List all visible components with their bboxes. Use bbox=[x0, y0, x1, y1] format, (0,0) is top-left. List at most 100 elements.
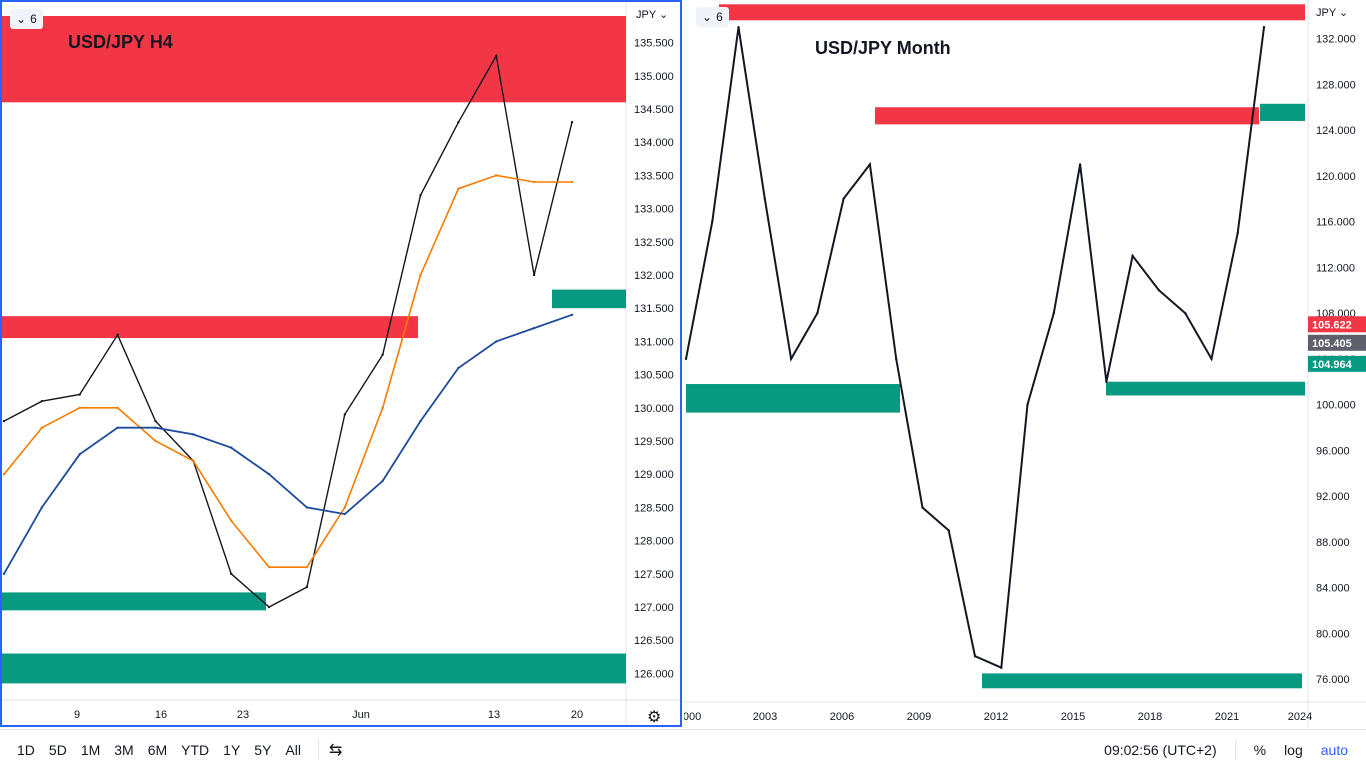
data-point bbox=[192, 459, 195, 463]
indicator-count-badge[interactable]: ⌄ 6 bbox=[10, 9, 43, 29]
data-point bbox=[457, 187, 460, 190]
series-line-1 bbox=[3, 174, 572, 568]
chart-pane-month[interactable]: 76.000 80.000 84.000 88.000 92.000 96.000 100.… bbox=[684, 0, 1366, 727]
timeframe-ytd[interactable]: YTD bbox=[181, 741, 210, 758]
data-point bbox=[2, 572, 6, 576]
date-range-icon[interactable]: ⇆ bbox=[328, 741, 343, 759]
data-point bbox=[532, 273, 536, 277]
timeframe-1d[interactable]: 1D bbox=[17, 741, 35, 758]
support-zone bbox=[552, 289, 626, 309]
x-tick-label: 16 bbox=[155, 709, 167, 721]
data-point bbox=[1210, 357, 1213, 361]
indicator-count-badge[interactable]: ⌄ 6 bbox=[696, 7, 729, 27]
data-point bbox=[495, 54, 498, 58]
data-point bbox=[2, 419, 6, 423]
data-point bbox=[78, 406, 81, 410]
price-tag bbox=[1308, 355, 1366, 372]
data-point bbox=[1236, 231, 1239, 235]
divider bbox=[317, 739, 319, 760]
data-point bbox=[457, 121, 460, 124]
y-tick-label: 130.000 bbox=[634, 403, 674, 415]
x-tick-label: 2012 bbox=[984, 711, 1008, 723]
support-zone bbox=[2, 653, 626, 684]
y-tick-label: 129.500 bbox=[634, 436, 674, 448]
y-tick-label: 100.000 bbox=[1316, 400, 1356, 412]
data-point bbox=[1262, 25, 1266, 29]
data-point bbox=[40, 506, 44, 509]
resistance-zone bbox=[2, 316, 418, 339]
currency-dropdown[interactable]: JPY ⌄ bbox=[636, 8, 668, 21]
x-tick-label: 2021 bbox=[1215, 711, 1239, 723]
data-point bbox=[343, 512, 346, 516]
y-tick-label: 135.500 bbox=[634, 38, 674, 50]
data-point bbox=[116, 406, 119, 410]
support-zone bbox=[982, 673, 1302, 689]
chart-h4-canvas[interactable]: 126.000 126.500 127.000 127.500 128.000 128.5… bbox=[2, 2, 680, 725]
resistance-zone bbox=[2, 16, 626, 103]
toolbar-right: 09:02:56 (UTC+2) % log auto bbox=[1104, 739, 1366, 760]
currency-dropdown[interactable]: JPY ⌄ bbox=[1316, 6, 1348, 19]
y-tick-label: 128.000 bbox=[634, 536, 674, 548]
data-point bbox=[532, 326, 536, 330]
x-tick-label: 2024 bbox=[1288, 711, 1312, 723]
chart-pane-h4[interactable]: 126.000 126.500 127.000 127.500 128.000 128.5… bbox=[0, 0, 682, 727]
y-tick-label: 134.500 bbox=[634, 104, 674, 116]
data-point bbox=[894, 357, 898, 361]
data-point bbox=[1052, 311, 1056, 315]
y-tick-label: 132.000 bbox=[634, 270, 674, 282]
data-point bbox=[532, 180, 536, 184]
y-tick-label: 129.000 bbox=[634, 469, 674, 481]
data-point bbox=[570, 313, 574, 317]
timeframe-all[interactable]: All bbox=[285, 741, 301, 758]
y-tick-label: 134.000 bbox=[634, 137, 674, 149]
price-tag bbox=[1308, 334, 1366, 351]
timeframe-1y[interactable]: 1Y bbox=[223, 741, 241, 758]
data-point bbox=[78, 393, 81, 396]
y-tick-label: 133.000 bbox=[634, 204, 674, 216]
currency-label: JPY bbox=[1316, 7, 1336, 19]
data-point bbox=[40, 399, 44, 403]
y-tick-label: 126.500 bbox=[634, 635, 674, 647]
settings-gear-icon[interactable]: ⚙ bbox=[647, 709, 662, 726]
y-tick-label: 128.000 bbox=[1316, 79, 1356, 91]
timeframe-1m[interactable]: 1M bbox=[80, 741, 101, 758]
chevron-down-icon: ⌄ bbox=[1339, 7, 1349, 19]
data-point bbox=[419, 194, 422, 197]
data-point bbox=[116, 426, 119, 429]
timeframe-5d[interactable]: 5D bbox=[48, 741, 67, 758]
y-tick-label: 96.000 bbox=[1316, 445, 1350, 457]
y-tick-label: 92.000 bbox=[1316, 491, 1350, 503]
price-tag-label: 105.622 bbox=[1312, 319, 1352, 331]
timeframe-6m[interactable]: 6M bbox=[147, 741, 168, 758]
y-tick-label: 76.000 bbox=[1316, 674, 1350, 686]
y-tick-label: 80.000 bbox=[1316, 628, 1350, 640]
x-tick-label: 2018 bbox=[1138, 711, 1162, 723]
y-tick-label: 84.000 bbox=[1316, 583, 1350, 595]
data-point bbox=[1131, 254, 1134, 258]
chart-month-canvas[interactable]: 76.000 80.000 84.000 88.000 92.000 96.000 100.… bbox=[684, 0, 1366, 727]
timeframe-5y[interactable]: 5Y bbox=[254, 741, 272, 758]
percent-scale-button[interactable]: % bbox=[1253, 741, 1267, 758]
data-point bbox=[230, 572, 233, 576]
x-tick-label: 2000 bbox=[684, 711, 701, 723]
data-point bbox=[116, 333, 119, 336]
y-tick-label: 135.000 bbox=[634, 71, 674, 83]
timeframe-3m[interactable]: 3M bbox=[114, 741, 134, 758]
chevron-down-icon: ⌄ bbox=[16, 12, 27, 26]
data-point bbox=[842, 197, 845, 200]
data-point bbox=[1078, 163, 1082, 166]
support-zone bbox=[1106, 381, 1305, 396]
badge-count: 6 bbox=[30, 12, 37, 26]
timeframe-buttons: 1D 5D 1M 3M 6M YTD 1Y 5Y All bbox=[0, 742, 308, 758]
clock[interactable]: 09:02:56 (UTC+2) bbox=[1104, 741, 1217, 758]
bottom-toolbar: 1D 5D 1M 3M 6M YTD 1Y 5Y All ⇆ 09:02:56 (UTC+2) … bbox=[0, 729, 1366, 768]
data-point bbox=[419, 273, 422, 277]
data-point bbox=[1183, 311, 1187, 315]
data-point bbox=[816, 311, 819, 315]
auto-scale-button[interactable]: auto bbox=[1320, 741, 1348, 758]
log-scale-button[interactable]: log bbox=[1284, 741, 1303, 758]
x-tick-label: 13 bbox=[488, 709, 500, 721]
x-tick-label: 9 bbox=[74, 709, 80, 721]
x-tick-label: Jun bbox=[352, 709, 370, 721]
data-point bbox=[267, 473, 271, 476]
